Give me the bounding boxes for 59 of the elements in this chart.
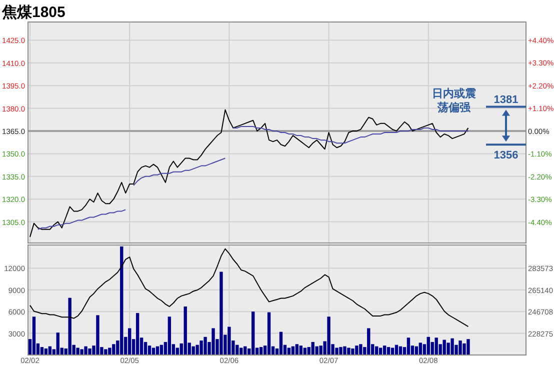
bar: [466, 339, 470, 355]
bar: [108, 348, 112, 355]
bar: [80, 349, 84, 355]
bar: [112, 344, 116, 355]
bar: [299, 346, 302, 355]
bar: [355, 346, 358, 355]
bar: [446, 342, 450, 355]
bar: [406, 338, 410, 355]
bar: [359, 344, 362, 355]
bar: [88, 348, 92, 355]
bar: [347, 348, 350, 355]
bar: [228, 326, 231, 355]
bar: [184, 306, 187, 355]
bar: [343, 346, 346, 355]
bar: [311, 342, 314, 355]
bar: [252, 312, 255, 355]
bar: [267, 312, 271, 355]
bar: [192, 346, 195, 355]
bar: [335, 348, 338, 355]
legend-label: 1356: [494, 150, 518, 162]
bar: [204, 336, 207, 355]
bar: [442, 340, 446, 355]
bar: [200, 340, 203, 355]
bar: [120, 246, 124, 355]
bar: [295, 344, 299, 355]
annotation: 日内或震荡偏强: [432, 87, 476, 114]
bar: [104, 349, 108, 355]
bar: [56, 332, 60, 355]
bar: [434, 338, 438, 355]
bar: [196, 344, 199, 355]
bar: [367, 328, 370, 355]
bar: [426, 336, 430, 355]
bar: [462, 343, 466, 355]
bar: [128, 328, 132, 355]
bar: [76, 348, 80, 355]
bar: [382, 346, 386, 355]
bar: [148, 346, 152, 355]
bar: [450, 338, 454, 355]
bar: [351, 348, 354, 355]
chart-title: 焦煤1805: [1, 4, 66, 21]
bar: [84, 346, 88, 355]
bar: [339, 347, 342, 355]
bar: [458, 340, 462, 355]
bar: [327, 316, 330, 355]
bar: [136, 313, 140, 355]
bar: [236, 344, 239, 355]
bar: [418, 342, 422, 355]
bar: [279, 332, 283, 355]
bar: [212, 328, 215, 355]
bar: [315, 346, 318, 355]
bar: [144, 342, 148, 355]
bar: [220, 272, 223, 355]
bar: [96, 315, 100, 355]
bar: [319, 346, 322, 355]
bar: [68, 298, 72, 355]
bar: [32, 316, 36, 355]
bar: [168, 316, 172, 355]
line-series: [29, 248, 469, 328]
ref-line-label: 1381: [494, 94, 518, 106]
